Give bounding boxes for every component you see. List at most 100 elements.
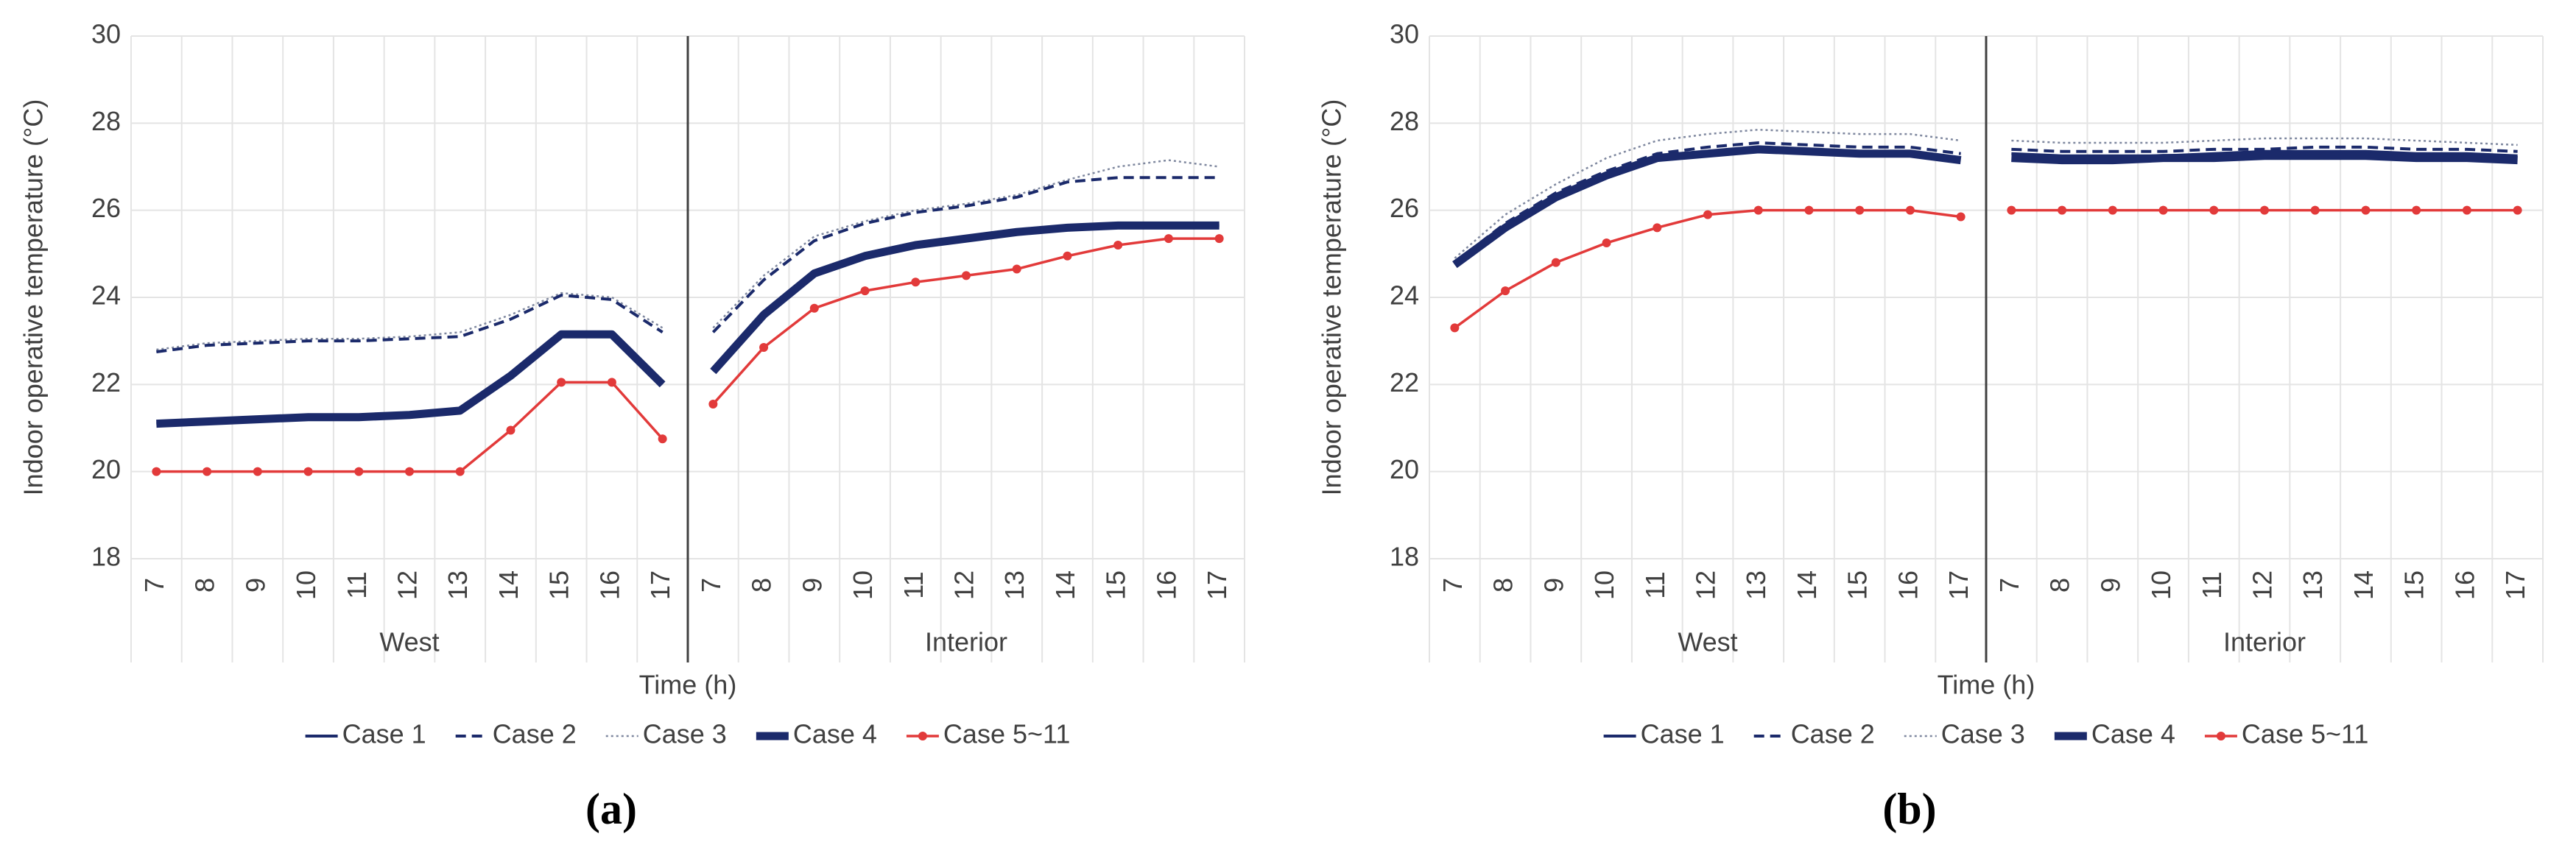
series-marker [708,399,718,409]
series-marker [809,303,819,313]
legend-label: Case 5~11 [2242,719,2368,749]
series-marker [2108,205,2117,215]
series-marker [303,467,313,476]
y-tick-label: 22 [1390,367,1419,397]
x-tick-label: 9 [240,578,270,593]
x-tick-label: 13 [1741,570,1771,600]
series-marker [1450,323,1460,333]
series-marker [1653,223,1662,233]
x-tick-label: 8 [747,578,777,593]
series-marker [1113,241,1123,250]
legend-label: Case 5~11 [943,719,1070,749]
x-tick-label: 13 [2298,570,2328,600]
x-tick-label: 7 [139,578,169,593]
series-line [156,330,666,428]
series-line [156,291,664,351]
series-marker [1501,286,1510,296]
x-tick-label: 16 [1893,570,1923,600]
x-tick-label: 17 [645,570,675,600]
legend-label: Case 3 [1941,719,2025,749]
x-tick-label: 16 [594,570,624,600]
x-tick-label: 16 [1151,570,1181,600]
x-tick-label: 12 [393,570,423,600]
legend-label: Case 2 [493,719,577,749]
series-marker [1956,212,1966,222]
y-tick-label: 26 [91,193,121,223]
y-tick-label: 24 [1390,280,1419,311]
series-marker [1602,238,1611,248]
y-tick-label: 20 [91,454,121,484]
series-marker [1855,205,1865,215]
legend-marker [918,732,927,740]
y-axis-title: Indoor operative temperature (°C) [18,99,49,496]
x-tick-label: 10 [2146,570,2176,600]
x-tick-label: 7 [696,578,726,593]
series-line [156,294,664,353]
y-axis-title: Indoor operative temperature (°C) [1317,99,1347,496]
series-marker [1164,234,1173,244]
x-tick-label: 17 [1943,570,1974,600]
y-tick-label: 30 [91,19,121,49]
x-tick-label: 11 [898,571,929,598]
series-marker [1753,205,1763,215]
series-marker [860,286,870,296]
chart-panel: 18 20 22 24 26 28 30 7 8 9 10 11 12 13 14 15 16 17 7 8 9 10 11… [18,19,1245,833]
chart-panel: 18 20 22 24 26 28 30 7 8 9 10 11 12 13 14 15 16 17 7 8 9 10 11… [1317,19,2544,833]
series-line [2011,145,2518,153]
series-marker [405,467,414,476]
x-tick-label: 14 [1792,570,1822,600]
x-tick-label: 11 [1640,571,1670,598]
series-line [712,159,1220,329]
series-line [2011,149,2518,158]
x-tick-label: 16 [2449,570,2480,600]
x-tick-label: 10 [848,570,878,600]
series-marker [759,343,769,353]
series-marker [2412,205,2421,215]
x-tick-label: 8 [2045,578,2075,593]
x-tick-label: 13 [443,570,473,600]
x-tick-label: 15 [544,570,574,600]
series-marker [658,434,667,444]
series-marker [2462,205,2471,215]
legend-marker [2216,732,2225,740]
series-marker [2209,205,2219,215]
series-marker [2361,205,2371,215]
panel-label: (a) [585,785,637,833]
x-tick-label: 10 [291,570,321,600]
x-tick-label: 9 [2095,578,2125,593]
x-tick-label: 17 [2500,570,2530,600]
group-label: Interior [2223,627,2306,657]
series-marker [557,378,566,387]
y-tick-label: 28 [1390,106,1419,136]
x-tick-label: 17 [1202,570,1232,600]
series-marker [911,278,921,287]
x-tick-label: 9 [1538,578,1569,593]
series-marker [1804,205,1814,215]
series-marker [1063,251,1072,261]
group-label: Interior [925,627,1007,657]
series-line [710,221,1220,375]
legend-label: Case 1 [342,719,426,749]
series-marker [354,467,364,476]
x-tick-label: 8 [1488,578,1518,593]
y-tick-label: 18 [91,542,121,572]
x-tick-label: 8 [190,578,220,593]
x-tick-label: 7 [1994,578,2024,593]
y-tick-label: 20 [1390,454,1419,484]
series-marker [203,467,212,476]
x-tick-label: 12 [949,570,979,600]
x-axis-title: Time (h) [1938,670,2035,700]
x-tick-label: 11 [342,571,372,598]
series-marker [2513,205,2522,215]
x-tick-label: 11 [2197,571,2227,598]
x-tick-label: 14 [2348,570,2379,600]
x-tick-label: 15 [1101,570,1131,600]
series-marker [253,467,262,476]
x-tick-label: 14 [1050,570,1080,600]
y-tick-label: 22 [91,367,121,397]
x-tick-label: 10 [1589,570,1619,600]
legend: Case 1 Case 2 Case 3 Case 4 Case 5~11 [305,719,1070,749]
x-tick-label: 12 [1691,570,1721,600]
x-tick-label: 15 [1843,570,1873,600]
legend-label: Case 4 [2091,719,2175,749]
